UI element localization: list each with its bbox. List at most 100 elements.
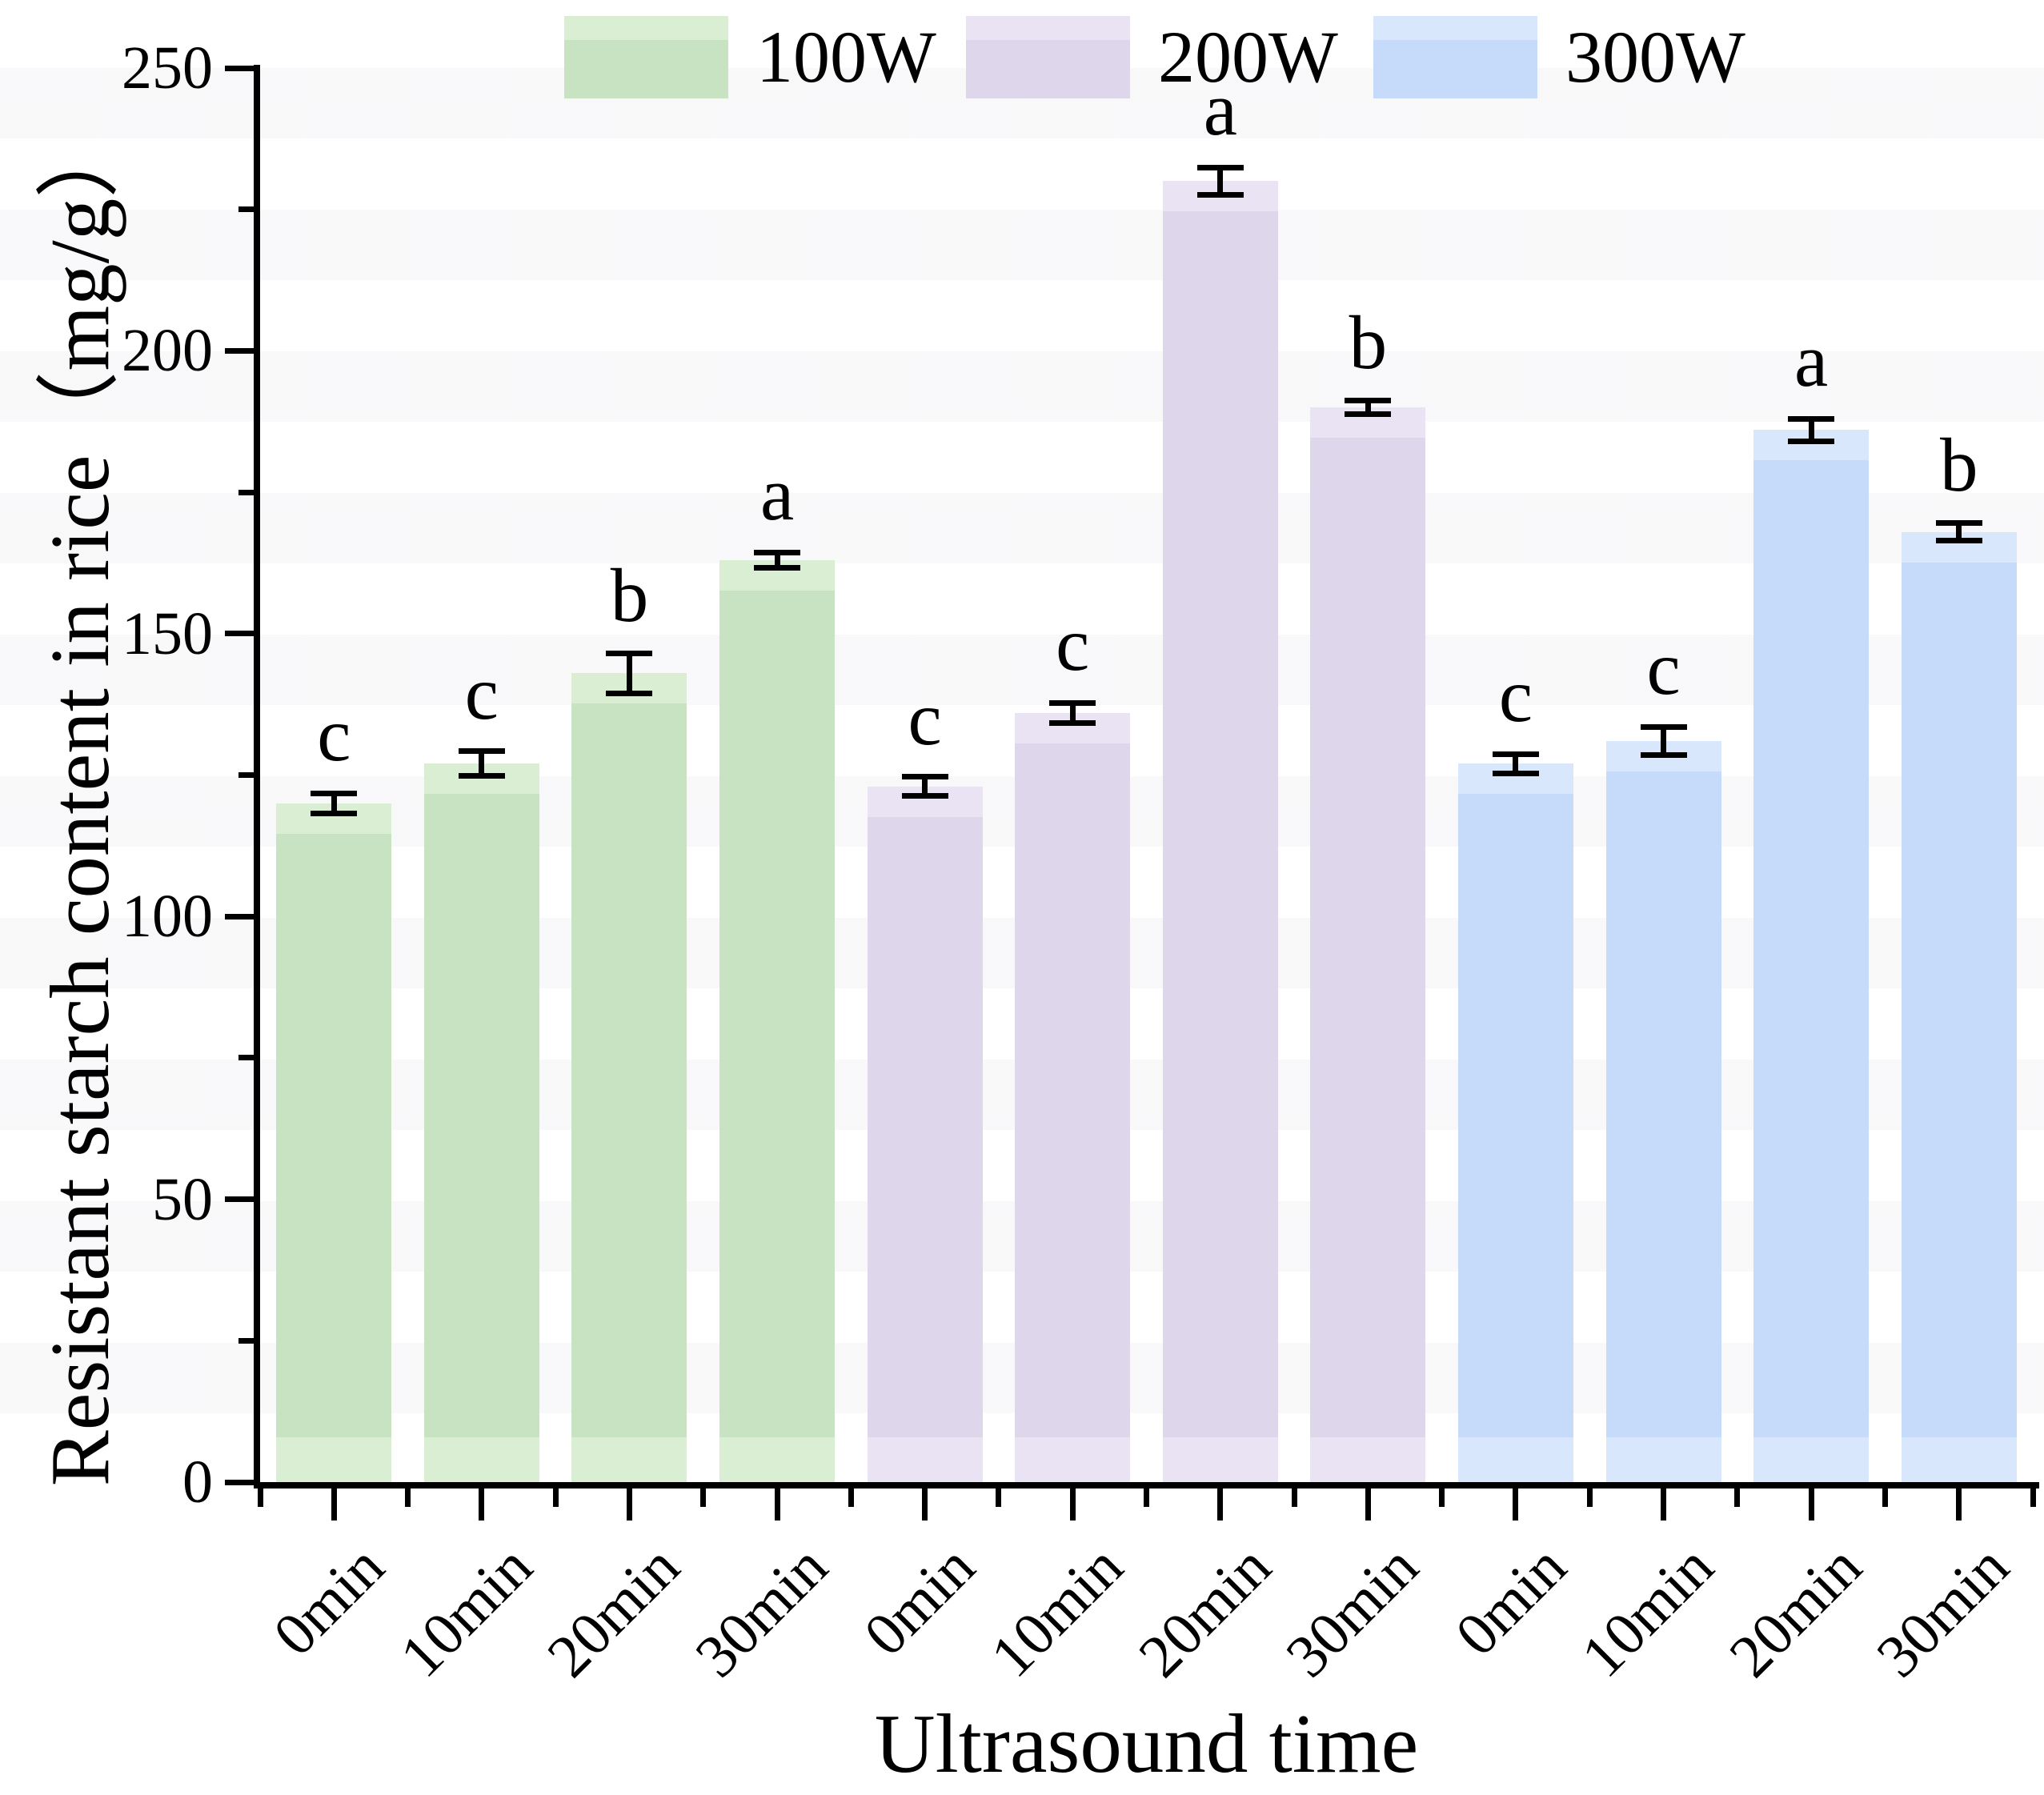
error-bar bbox=[626, 653, 632, 693]
x-axis-tick-label: 20min bbox=[1125, 1533, 1284, 1690]
error-bar-cap-top bbox=[1196, 164, 1244, 170]
significance-letter: a bbox=[1203, 66, 1237, 152]
error-bar-cap-bottom bbox=[1049, 719, 1096, 726]
significance-letter: c bbox=[1056, 602, 1090, 687]
error-bar-cap-top bbox=[606, 651, 653, 657]
error-bar-cap-bottom bbox=[901, 793, 948, 799]
legend-label-300W: 300W bbox=[1565, 16, 1745, 98]
error-bar bbox=[1069, 703, 1076, 723]
error-bar bbox=[1956, 523, 1962, 541]
legend-swatch-300W bbox=[1373, 16, 1537, 98]
error-bar bbox=[1217, 167, 1224, 195]
x-axis-tick-label: 20min bbox=[1716, 1533, 1874, 1690]
error-bar-cap-top bbox=[458, 748, 505, 755]
bar-300W-30min bbox=[1901, 531, 2017, 1482]
error-bar-cap-top bbox=[1935, 520, 1982, 527]
error-bar-cap-top bbox=[754, 549, 801, 555]
error-bar bbox=[1661, 727, 1667, 755]
significance-letter: c bbox=[317, 692, 351, 778]
x-axis-tick-label: 0min bbox=[1442, 1533, 1579, 1669]
y-axis-major-tick bbox=[225, 347, 254, 354]
significance-letter: c bbox=[1498, 653, 1533, 739]
y-axis-minor-tick bbox=[238, 772, 254, 778]
x-axis-minor-tick bbox=[1291, 1488, 1297, 1507]
error-bar-cap-top bbox=[1640, 723, 1687, 730]
error-bar-cap-bottom bbox=[754, 565, 801, 571]
error-bar-cap-top bbox=[1345, 398, 1392, 404]
significance-letter: c bbox=[908, 675, 942, 761]
error-bar bbox=[922, 776, 928, 796]
x-axis-tick-label: 10min bbox=[978, 1533, 1136, 1690]
error-bar-cap-bottom bbox=[1935, 537, 1982, 543]
error-bar-cap-bottom bbox=[1345, 411, 1392, 418]
x-axis-tick-label: 20min bbox=[535, 1533, 693, 1690]
x-axis-major-tick bbox=[774, 1488, 780, 1521]
error-bar-cap-top bbox=[311, 790, 358, 796]
x-axis-tick-label: 10min bbox=[387, 1533, 545, 1690]
y-axis-major-tick bbox=[225, 913, 254, 920]
error-bar bbox=[1365, 400, 1371, 415]
error-bar bbox=[1513, 754, 1519, 774]
error-bar bbox=[774, 552, 780, 568]
x-axis-line bbox=[254, 1482, 2039, 1488]
x-axis-minor-tick bbox=[552, 1488, 559, 1507]
y-axis-tick-label: 50 bbox=[152, 1165, 213, 1233]
x-axis-major-tick bbox=[1217, 1488, 1224, 1521]
x-axis-major-tick bbox=[1513, 1488, 1519, 1521]
error-bar bbox=[1808, 419, 1814, 442]
y-axis-minor-tick bbox=[238, 1337, 254, 1344]
x-axis-minor-tick bbox=[1586, 1488, 1593, 1507]
y-axis-major-tick bbox=[225, 1479, 254, 1485]
y-axis-tick-label: 0 bbox=[182, 1448, 213, 1516]
x-axis-major-tick bbox=[626, 1488, 632, 1521]
x-axis-minor-tick bbox=[700, 1488, 707, 1507]
x-axis-tick-label: 0min bbox=[260, 1533, 397, 1669]
x-axis-tick-label: 0min bbox=[852, 1533, 988, 1669]
bar-200W-10min bbox=[1015, 712, 1131, 1482]
significance-letter: c bbox=[464, 650, 499, 735]
x-axis-tick-label: 30min bbox=[682, 1533, 840, 1690]
y-axis-minor-tick bbox=[238, 1055, 254, 1061]
x-axis-major-tick bbox=[1365, 1488, 1371, 1521]
x-axis-minor-tick bbox=[257, 1488, 263, 1507]
x-axis-major-tick bbox=[331, 1488, 337, 1521]
x-axis-title: Ultrasound time bbox=[874, 1697, 1419, 1790]
error-bar-cap-top bbox=[1049, 699, 1096, 706]
x-axis-minor-tick bbox=[1144, 1488, 1149, 1507]
x-axis-minor-tick bbox=[848, 1488, 854, 1507]
significance-letter: a bbox=[759, 451, 795, 537]
bar-100W-30min bbox=[719, 559, 836, 1482]
error-bar-cap-bottom bbox=[606, 690, 653, 696]
significance-letter: b bbox=[1939, 422, 1978, 507]
bar-200W-30min bbox=[1310, 407, 1426, 1482]
y-axis-line bbox=[254, 65, 260, 1488]
x-axis-major-tick bbox=[1956, 1488, 1962, 1521]
y-axis-major-tick bbox=[225, 631, 254, 637]
bar-300W-0min bbox=[1457, 763, 1573, 1482]
error-bar bbox=[479, 751, 485, 776]
x-axis-tick-label: 30min bbox=[1864, 1533, 2022, 1690]
significance-letter: b bbox=[610, 552, 649, 638]
x-axis-minor-tick bbox=[1882, 1488, 1888, 1507]
y-axis-tick-label: 100 bbox=[122, 883, 213, 951]
x-axis-minor-tick bbox=[405, 1488, 411, 1507]
bar-100W-0min bbox=[276, 803, 392, 1482]
y-axis-tick-label: 150 bbox=[122, 599, 213, 667]
x-axis-minor-tick bbox=[1439, 1488, 1445, 1507]
legend-swatch-200W bbox=[966, 16, 1130, 98]
x-axis-major-tick bbox=[1808, 1488, 1814, 1521]
y-axis-minor-tick bbox=[238, 206, 254, 213]
y-axis-tick-label: 200 bbox=[122, 317, 213, 385]
x-axis-major-tick bbox=[1069, 1488, 1076, 1521]
y-axis-minor-tick bbox=[238, 489, 254, 495]
error-bar-cap-bottom bbox=[1492, 770, 1539, 776]
error-bar bbox=[331, 793, 337, 814]
error-bar-cap-bottom bbox=[1788, 438, 1835, 444]
significance-letter: a bbox=[1794, 318, 1829, 403]
x-axis-major-tick bbox=[1661, 1488, 1667, 1521]
legend-label-200W: 200W bbox=[1158, 16, 1338, 98]
bar-200W-20min bbox=[1162, 181, 1278, 1482]
legend-swatch-100W bbox=[564, 16, 728, 98]
bar-100W-10min bbox=[423, 763, 539, 1482]
